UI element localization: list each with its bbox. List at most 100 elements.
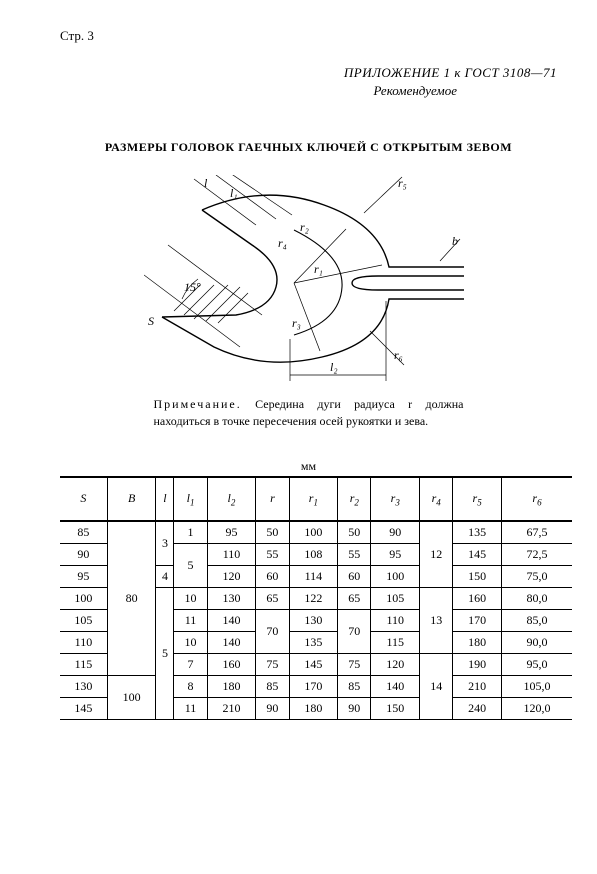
lbl-l: l (204, 176, 208, 190)
table-cell: 100 (289, 521, 338, 544)
table-cell: 180 (453, 631, 502, 653)
table-cell: 80,0 (501, 587, 572, 609)
table-cell: 50 (256, 521, 289, 544)
col-r: r (256, 477, 289, 521)
table-cell: 170 (453, 609, 502, 631)
table-cell: 90 (338, 697, 371, 719)
table-cell: 12 (420, 521, 453, 588)
col-S: S (60, 477, 107, 521)
table-cell: 110 (207, 543, 256, 565)
col-r1: r1 (289, 477, 338, 521)
table-cell: 105,0 (501, 675, 572, 697)
table-cell: 60 (256, 565, 289, 587)
table-cell: 105 (60, 609, 107, 631)
table-cell: 10 (174, 631, 207, 653)
table-cell: 90 (60, 543, 107, 565)
lbl-S: S (148, 314, 154, 328)
lbl-l2: l₂ (330, 360, 338, 374)
table-cell: 145 (60, 697, 107, 719)
note-lead: Примечание. (154, 397, 242, 411)
table-cell: 108 (289, 543, 338, 565)
table-cell: 70 (338, 609, 371, 653)
table-cell: 11 (174, 609, 207, 631)
table-cell: 85 (256, 675, 289, 697)
col-B: B (107, 477, 156, 521)
col-r5: r5 (453, 477, 502, 521)
table-cell: 120 (371, 653, 420, 675)
table-cell: 90 (256, 697, 289, 719)
table-cell: 95 (371, 543, 420, 565)
table-cell: 85 (338, 675, 371, 697)
table-cell: 105 (371, 587, 420, 609)
table-cell: 135 (453, 521, 502, 544)
table-cell: 13 (420, 587, 453, 653)
table-cell: 130 (207, 587, 256, 609)
page-title: РАЗМЕРЫ ГОЛОВОК ГАЕЧНЫХ КЛЮЧЕЙ С ОТКРЫТЫ… (60, 140, 557, 155)
table-cell: 145 (289, 653, 338, 675)
lbl-b: b (452, 234, 458, 248)
lbl-r4: r₄ (278, 236, 287, 250)
col-l1: l1 (174, 477, 207, 521)
table-cell: 55 (338, 543, 371, 565)
table-cell: 65 (338, 587, 371, 609)
col-r2: r2 (338, 477, 371, 521)
dimensions-table: S B l l1 l2 r r1 r2 r3 r4 r5 r6 85803195… (60, 476, 572, 720)
lbl-r6: r₆ (394, 348, 403, 362)
table-cell: 135 (289, 631, 338, 653)
table-cell: 100 (60, 587, 107, 609)
table-cell: 140 (207, 631, 256, 653)
table-cell: 95 (60, 565, 107, 587)
lbl-l1: l₁ (230, 186, 238, 200)
table-cell: 114 (289, 565, 338, 587)
table-cell: 7 (174, 653, 207, 675)
table-cell: 145 (453, 543, 502, 565)
table-cell: 5 (156, 587, 174, 719)
table-cell: 115 (60, 653, 107, 675)
appendix-line: ПРИЛОЖЕНИЕ 1 к ГОСТ 3108—71 (344, 65, 557, 80)
table-cell: 130 (289, 609, 338, 631)
table-cell: 130 (60, 675, 107, 697)
table-cell: 90 (371, 521, 420, 544)
table-cell: 190 (453, 653, 502, 675)
table-cell: 50 (338, 521, 371, 544)
table-cell: 75 (338, 653, 371, 675)
table-cell: 95,0 (501, 653, 572, 675)
table-cell: 60 (338, 565, 371, 587)
table-cell: 8 (174, 675, 207, 697)
table-cell: 75,0 (501, 565, 572, 587)
table-cell: 5 (174, 543, 207, 587)
table-cell: 180 (289, 697, 338, 719)
table-cell: 180 (207, 675, 256, 697)
appendix-rec: Рекомендуемое (60, 82, 557, 100)
table-cell: 140 (207, 609, 256, 631)
table-cell: 55 (256, 543, 289, 565)
table-cell: 3 (156, 521, 174, 566)
table-cell: 110 (60, 631, 107, 653)
col-r4: r4 (420, 477, 453, 521)
lbl-r3: r₃ (292, 316, 301, 330)
table-cell: 210 (207, 697, 256, 719)
table-cell: 150 (371, 697, 420, 719)
table-row: 13010081808517085140210105,0 (60, 675, 572, 697)
table-cell: 100 (107, 675, 156, 719)
table-cell: 170 (289, 675, 338, 697)
table-cell: 75 (256, 653, 289, 675)
table-cell: 11 (174, 697, 207, 719)
table-cell: 210 (453, 675, 502, 697)
col-l2: l2 (207, 477, 256, 521)
col-r3: r3 (371, 477, 420, 521)
table-cell: 65 (256, 587, 289, 609)
table-cell: 110 (371, 609, 420, 631)
table-cell: 240 (453, 697, 502, 719)
lbl-r5: r₅ (398, 176, 407, 190)
table-cell: 85 (60, 521, 107, 544)
lbl-r1: r₁ (314, 262, 323, 276)
col-r6: r6 (501, 477, 572, 521)
table-cell: 70 (256, 609, 289, 653)
table-cell: 120,0 (501, 697, 572, 719)
table-cell: 150 (453, 565, 502, 587)
table-cell: 4 (156, 565, 174, 587)
table-cell: 95 (207, 521, 256, 544)
wrench-diagram: l l₁ 15° S l₂ r₁ r₄ r₃ r₆ b r₅ r₂ (60, 175, 557, 390)
table-cell: 14 (420, 653, 453, 719)
